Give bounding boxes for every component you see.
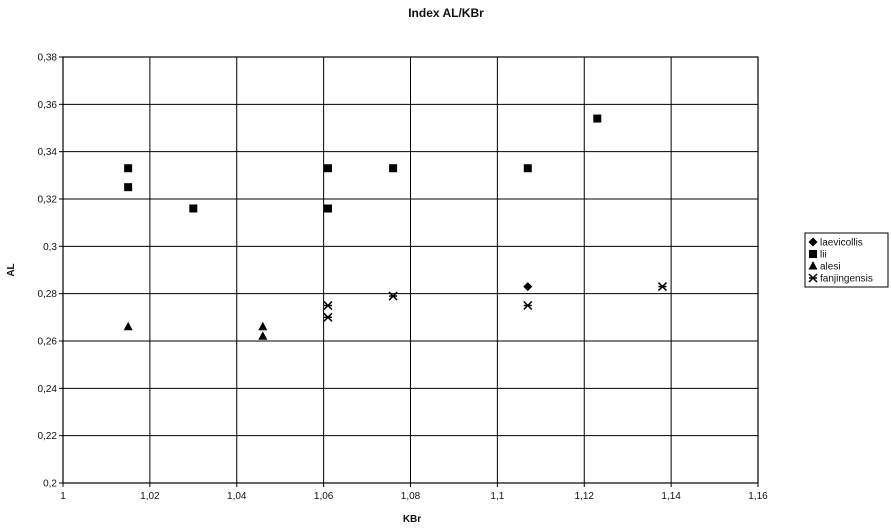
x-axis-label: KBr	[403, 514, 421, 525]
x-tick-label: 1,08	[401, 491, 421, 502]
legend-label-lii: lii	[820, 250, 827, 261]
legend-label-fanjingensis: fanjingensis	[820, 274, 873, 285]
x-tick-label: 1,16	[748, 491, 768, 502]
gridlines	[62, 56, 759, 484]
point-alesi	[258, 331, 268, 340]
y-tick-label: 0,24	[38, 384, 58, 395]
point-alesi	[123, 321, 133, 331]
point-lii	[124, 183, 133, 192]
legend-label-laevicollis: laevicollis	[820, 238, 863, 249]
point-lii	[323, 204, 332, 213]
y-tick-label: 0,3	[43, 242, 57, 253]
point-lii	[523, 164, 532, 173]
y-tick-label: 0,22	[38, 431, 58, 442]
legend-marker-fanjingensis	[808, 273, 818, 283]
x-tick-label: 1,06	[314, 491, 334, 502]
point-laevicollis	[523, 282, 533, 292]
x-tick-label: 1,04	[227, 491, 247, 502]
x-tick-label: 1,14	[661, 491, 681, 502]
data-points	[123, 114, 667, 340]
y-tick-label: 0,26	[38, 337, 58, 348]
y-tick-label: 0,34	[38, 147, 58, 158]
point-lii	[189, 204, 198, 213]
x-tick-label: 1	[60, 491, 66, 502]
point-fanjingensis	[388, 291, 398, 301]
x-tick-label: 1,02	[140, 491, 160, 502]
x-axis: 1 1,02 1,04 1,06 1,08 1,1 1,12 1,14 1,16	[60, 483, 768, 502]
point-lii	[593, 114, 602, 123]
legend-marker-lii	[809, 250, 817, 258]
legend-marker-laevicollis	[808, 237, 818, 247]
y-tick-label: 0,36	[38, 100, 58, 111]
y-tick-label: 0,32	[38, 195, 58, 206]
x-tick-label: 1,12	[575, 491, 595, 502]
point-lii	[124, 164, 133, 173]
legend-marker-alesi	[808, 261, 818, 270]
y-axis: 0,2 0,22 0,24 0,26 0,28 0,3 0,32 0,34 0,36 0,38	[38, 53, 63, 490]
point-alesi	[258, 321, 268, 331]
legend-box	[804, 232, 889, 288]
legend-label-alesi: alesi	[820, 262, 841, 273]
y-axis-label: AL	[6, 263, 17, 276]
y-tick-label: 0,28	[38, 289, 58, 300]
point-fanjingensis	[323, 300, 333, 311]
chart-title: Index AL/KBr	[408, 6, 484, 20]
y-tick-label: 0,38	[38, 53, 58, 64]
y-tick-label: 0,2	[43, 479, 57, 490]
point-fanjingensis	[323, 312, 333, 322]
x-tick-label: 1,1	[490, 491, 504, 502]
point-fanjingensis	[523, 300, 533, 311]
point-fanjingensis	[657, 282, 667, 292]
point-lii	[389, 164, 398, 173]
point-lii	[323, 164, 332, 173]
